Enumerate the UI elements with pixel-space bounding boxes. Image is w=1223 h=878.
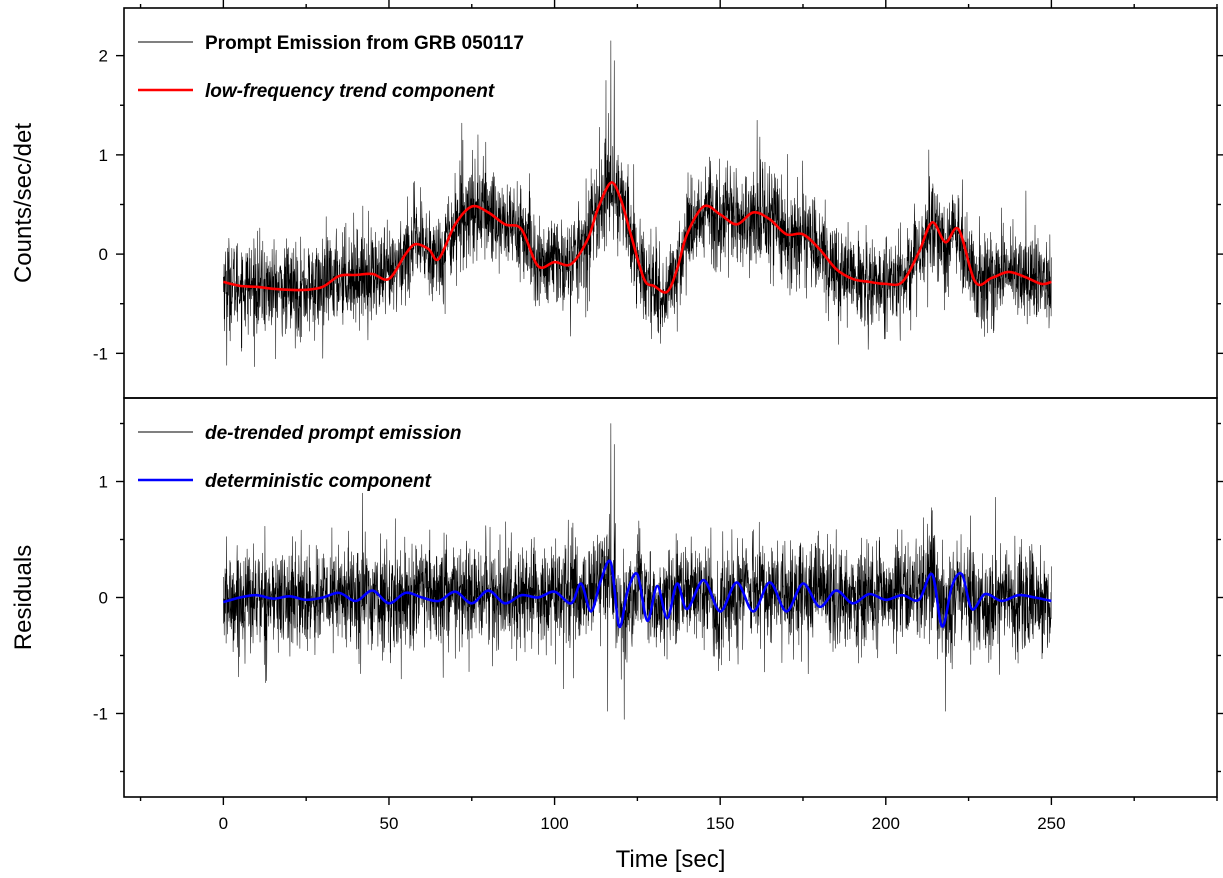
series-line-1 xyxy=(223,423,1052,720)
series-line-1 xyxy=(223,40,1052,367)
y-tick-label: 1 xyxy=(99,473,108,492)
plot-frame xyxy=(123,7,1218,399)
y-axis-title: Counts/sec/det xyxy=(10,123,37,283)
legend-label: de-trended prompt emission xyxy=(205,423,462,444)
y-tick-label: 0 xyxy=(99,245,108,264)
panel-bottom: -1 0 1 0 50 100 150 200 250 Residuals Time [sec] de… xyxy=(10,397,1223,873)
x-tick-label: 200 xyxy=(872,814,900,833)
legend-label: deterministic component xyxy=(205,471,432,492)
legend-label: Prompt Emission from GRB 050117 xyxy=(205,33,524,54)
y-tick-label: 0 xyxy=(99,589,108,608)
y-tick-label: 1 xyxy=(99,146,108,165)
x-tick-label: 250 xyxy=(1037,814,1065,833)
x-tick-label: 50 xyxy=(380,814,399,833)
legend: Prompt Emission from GRB 050117 low-frequ… xyxy=(138,33,524,102)
x-tick-label: 100 xyxy=(540,814,568,833)
panel-top: -1 0 1 2 Counts/sec/det Prompt Emission from … xyxy=(10,0,1223,399)
x-axis-title: Time [sec] xyxy=(616,846,726,873)
series-line-2 xyxy=(223,559,1052,629)
y-tick-label: -1 xyxy=(93,704,108,723)
y-tick-label: -1 xyxy=(93,344,108,363)
legend: de-trended prompt emission deterministic … xyxy=(138,423,462,492)
legend-label: low-frequency trend component xyxy=(205,81,495,102)
y-axis-title: Residuals xyxy=(10,545,37,650)
x-tick-label: 150 xyxy=(706,814,734,833)
series-line-2 xyxy=(223,181,1052,294)
x-tick-label: 0 xyxy=(219,814,228,833)
y-tick-label: 2 xyxy=(99,47,108,66)
